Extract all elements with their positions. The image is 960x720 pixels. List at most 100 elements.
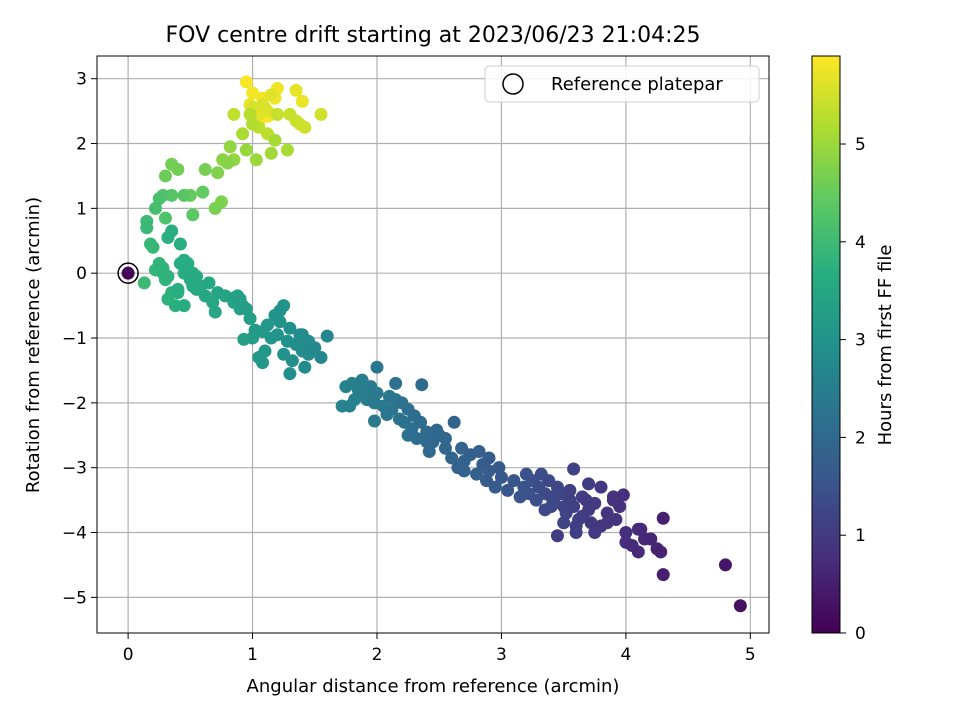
data-point [550,529,564,543]
data-point [239,75,253,89]
data-point [256,98,270,112]
data-point [410,432,424,446]
y-tick-label: −5 [62,588,87,608]
data-point [447,415,461,429]
data-point [249,153,263,167]
data-point [146,240,160,254]
legend-reference-marker [502,73,524,95]
data-point [295,94,309,108]
data-point [283,107,297,121]
x-tick-label: 1 [247,645,258,665]
data-point [260,318,274,332]
data-point [457,464,471,478]
x-tick-label: 4 [620,645,631,665]
data-point [563,483,577,497]
x-axis-label: Angular distance from reference (arcmin) [247,676,620,697]
data-point [173,237,187,251]
data-point [445,451,459,465]
data-point [656,568,670,582]
data-point [582,477,596,491]
colorbar-ticks: 0 1 2 3 4 5 [840,135,866,644]
data-point [314,350,328,364]
data-point [198,162,212,176]
legend-box [484,65,760,103]
y-tick-label: −3 [62,459,87,479]
grid-lines [97,56,769,633]
y-axis-label: Rotation from reference (arcmin) [23,197,44,493]
reference-point [121,266,135,280]
data-point [733,599,747,613]
data-point [718,558,732,572]
data-point [186,208,200,222]
data-point [165,224,179,238]
data-point [438,441,452,455]
data-point [470,467,484,481]
colorbar-tick-label: 3 [855,331,866,351]
data-point [314,107,328,121]
data-point [619,526,633,540]
colorbar: 0 1 2 3 4 5 Hours from first FF file [811,55,896,644]
data-point [631,545,645,559]
data-point [389,376,403,390]
data-point [613,500,627,514]
data-point [644,532,658,546]
colorbar-gradient [811,55,841,634]
data-point [588,496,602,510]
data-point [158,211,172,225]
data-point [181,256,195,270]
data-point [256,356,270,370]
colorbar-tick-label: 4 [855,233,866,253]
data-point [507,474,521,488]
data-point [177,299,191,313]
data-point [501,483,515,497]
y-tick-label: 3 [76,70,87,90]
data-point [246,117,260,131]
data-points [137,75,747,613]
data-point [227,107,241,121]
data-point [264,88,278,102]
data-point [594,480,608,494]
data-point [414,415,428,429]
data-point [320,329,334,343]
data-point [270,107,284,121]
data-point [482,464,496,478]
data-point [654,545,668,559]
y-tick-label: −1 [62,329,87,349]
reference-marker [117,262,139,284]
data-point [243,107,257,121]
data-point [569,526,583,540]
y-tick-label: −4 [62,524,87,544]
x-tick-label: 0 [123,645,134,665]
colorbar-tick-label: 5 [855,135,866,155]
data-point [285,354,299,368]
plot-frame [96,55,770,634]
data-point [137,276,151,290]
data-point [206,295,220,309]
y-tick-label: 2 [76,135,87,155]
data-point [308,341,322,355]
data-point [273,315,287,329]
y-tick-label: −2 [62,394,87,414]
data-point [171,286,185,300]
chart-title: FOV centre drift starting at 2023/06/23 … [166,23,701,48]
data-point [140,221,154,235]
data-point [223,140,237,154]
x-tick-label: 2 [372,645,383,665]
x-tick-label: 3 [496,645,507,665]
x-tick-label: 5 [745,645,756,665]
data-point [239,143,253,157]
y-axis-ticks: −5 −4 −3 −2 −1 0 1 2 3 [62,70,97,608]
data-point [567,500,581,514]
data-point [488,480,502,494]
data-point [606,490,620,504]
data-point [370,386,384,400]
data-point [656,511,670,525]
data-point [567,462,581,476]
data-point [177,188,191,202]
data-point [243,312,257,326]
data-point [492,461,506,475]
data-point [472,444,486,458]
data-point [221,156,235,170]
data-point [264,146,278,160]
data-point [544,490,558,504]
